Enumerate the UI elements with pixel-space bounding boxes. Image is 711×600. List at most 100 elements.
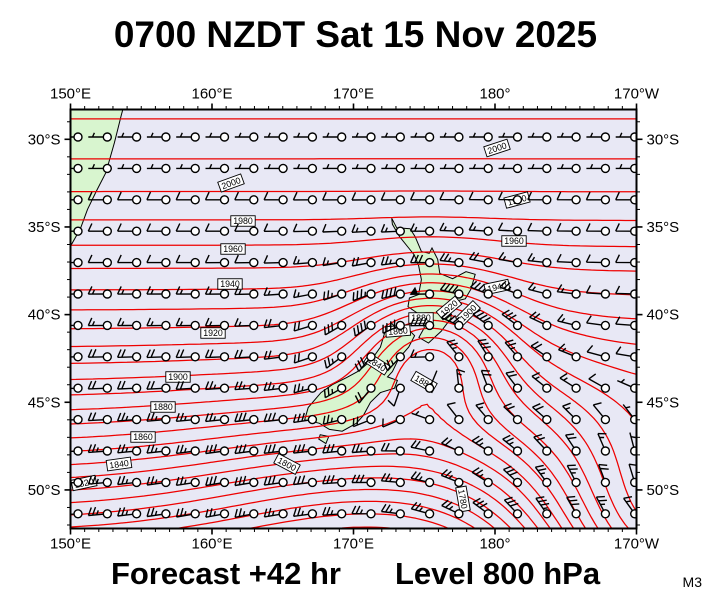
wind-barb (557, 132, 581, 142)
station-circle (542, 477, 552, 488)
station-circle (337, 383, 347, 393)
station-circle (190, 414, 200, 425)
wind-barb (382, 319, 405, 334)
contour-label-box (105, 456, 133, 472)
station-circle (395, 477, 405, 488)
wind-barb (293, 163, 318, 174)
wind-barb (354, 383, 376, 404)
station-circle (600, 195, 611, 205)
station-circle (366, 289, 376, 299)
station-circle (571, 383, 581, 393)
station-circle (512, 352, 523, 362)
wind-barb (439, 282, 464, 299)
wind-barb (204, 412, 230, 425)
barb-staff (504, 339, 519, 358)
barb-staff (566, 495, 580, 515)
station-circle (73, 509, 83, 519)
station-circle (366, 132, 376, 142)
station-circle (512, 163, 523, 174)
wind-barb (351, 474, 376, 488)
station-circle (454, 383, 464, 393)
station-circle (161, 414, 171, 425)
station-circle (366, 446, 376, 456)
wind-barb (204, 317, 230, 331)
station-circle (366, 320, 376, 331)
station-circle (337, 446, 347, 456)
barb-staff (263, 475, 284, 486)
wind-barb (441, 499, 464, 519)
station-circle (249, 226, 259, 236)
station-circle (73, 257, 83, 268)
station-circle (571, 320, 581, 331)
wind-barb (117, 444, 142, 456)
station-circle (219, 383, 230, 393)
barb-staff (204, 412, 225, 423)
barb-staff (292, 507, 313, 517)
wind-barb (472, 309, 493, 331)
station-circle (307, 352, 318, 362)
wind-barb (527, 132, 552, 142)
station-circle (161, 163, 171, 174)
station-circle (424, 352, 435, 362)
station-circle (249, 352, 259, 362)
wind-barb (441, 437, 464, 456)
wind-barb (146, 191, 171, 205)
station-circle (131, 257, 142, 268)
wind-barb (351, 192, 376, 205)
wind-barb (351, 505, 376, 519)
station-circle (512, 414, 523, 425)
station-circle (542, 163, 552, 174)
station-circle (395, 257, 405, 268)
barb-staff (263, 507, 284, 518)
station-circle (307, 132, 318, 142)
station-circle (190, 257, 200, 268)
contour-level-1860 (70, 336, 587, 529)
wind-barb (116, 317, 142, 331)
contour-label-box (435, 295, 463, 321)
wind-barb (117, 507, 142, 519)
station-circle (161, 477, 171, 488)
contour-level-1810 (70, 465, 526, 529)
station-circle (542, 320, 552, 331)
station-circle (571, 163, 581, 174)
station-circle (512, 320, 523, 331)
contour-label: 1860 (130, 431, 156, 443)
station-circle (73, 163, 83, 174)
station-circle (424, 509, 435, 519)
wind-barb (146, 286, 171, 299)
barb-staff (205, 475, 225, 487)
barb-staff (410, 471, 430, 484)
wind-barb (264, 132, 288, 142)
station-circle (571, 132, 581, 142)
wind-barb (628, 463, 637, 488)
wind-barb (535, 496, 552, 519)
station-circle (483, 509, 493, 519)
station-circle (630, 477, 637, 488)
wind-barb (566, 464, 581, 488)
wind-barb (322, 223, 347, 236)
barb-staff (471, 435, 489, 452)
wind-barb (475, 402, 493, 425)
contour-label: 1880 (408, 312, 434, 324)
barb-staff (409, 254, 430, 264)
station-circle (219, 414, 230, 425)
wind-barb (527, 191, 552, 205)
station-circle (483, 414, 493, 425)
lat-tick-label-right: 50°S (647, 482, 680, 499)
wind-barb (234, 318, 259, 331)
wind-barb (585, 191, 611, 205)
wind-barb (146, 223, 171, 236)
station-circle (73, 446, 83, 456)
station-circle (131, 195, 142, 205)
station-circle (454, 352, 464, 362)
wind-barb (117, 475, 142, 488)
station-circle (161, 257, 171, 268)
wind-barb (116, 286, 142, 299)
station-circle (102, 414, 113, 425)
station-circle (483, 132, 493, 142)
station-circle (454, 414, 464, 425)
wind-barb (410, 471, 435, 488)
wind-barb (529, 311, 552, 331)
wind-barb (409, 317, 435, 331)
contour-label-box (408, 312, 434, 324)
